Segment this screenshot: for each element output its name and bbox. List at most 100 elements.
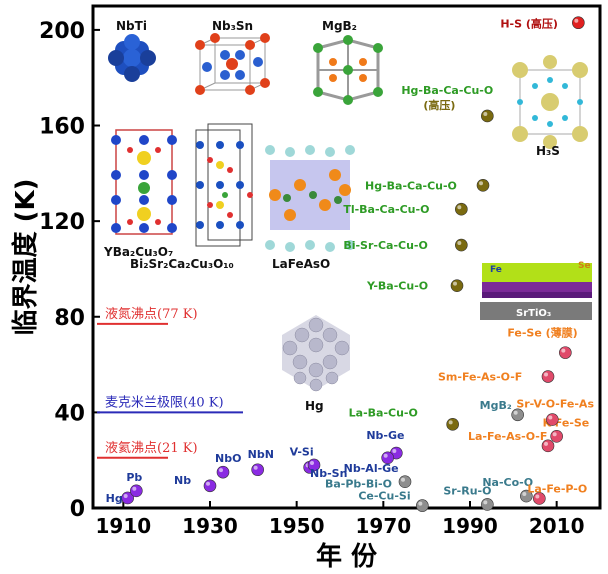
point-marker bbox=[455, 238, 468, 252]
data-point-hg: Hg bbox=[106, 491, 134, 505]
data-point-sm-fe-as-o-f: Sm-Fe-As-O-F bbox=[438, 370, 555, 384]
x-axis-title: 年 份 bbox=[316, 541, 377, 572]
point-marker bbox=[130, 484, 143, 498]
caption-fe: Fe bbox=[490, 265, 502, 275]
point-label: Pb bbox=[126, 471, 142, 484]
point-label: Y-Ba-Cu-O bbox=[366, 280, 428, 293]
point-highlight bbox=[132, 486, 137, 491]
hg-structure-image bbox=[282, 315, 350, 392]
point-marker bbox=[455, 202, 468, 216]
point-highlight bbox=[457, 241, 462, 246]
data-point-sr-v-o-fe-as: Sr-V-O-Fe-As bbox=[516, 398, 594, 426]
x-tick-label: 2010 bbox=[529, 514, 585, 538]
point-highlight bbox=[253, 465, 258, 470]
point-label: Hg-Ba-Ca-Cu-O bbox=[365, 179, 457, 192]
data-point-nb: Nb bbox=[174, 474, 217, 493]
point-highlight bbox=[561, 348, 566, 353]
data-point-nb-al-ge: Nb-Al-Ge bbox=[344, 451, 399, 475]
point-highlight bbox=[383, 453, 388, 458]
data-point-nbn: NbN bbox=[248, 448, 274, 477]
data-point-fe-se-: Fe-Se (薄膜) bbox=[507, 326, 578, 359]
point-marker bbox=[203, 479, 217, 493]
point-highlight bbox=[401, 477, 405, 482]
point-label: Bi-Sr-Ca-Cu-O bbox=[343, 239, 428, 252]
caption-nb3sn: Nb₃Sn bbox=[212, 19, 253, 33]
data-point-y-ba-cu-o: Y-Ba-Cu-O bbox=[366, 279, 464, 293]
caption-srtio3: SrTiO₃ bbox=[516, 308, 551, 319]
y-tick-label: 80 bbox=[54, 306, 85, 331]
caption-lafeaso: LaFeAsO bbox=[272, 257, 330, 271]
point-highlight bbox=[453, 281, 457, 286]
plot-frame bbox=[91, 4, 602, 510]
reference-line-label: 液氦沸点(21 K) bbox=[105, 441, 198, 456]
nb3sn-structure-image bbox=[195, 33, 270, 95]
point-marker bbox=[572, 16, 585, 30]
point-highlight bbox=[522, 492, 527, 497]
caption-mgb2: MgB₂ bbox=[322, 19, 357, 33]
point-label: Nb-Al-Ge bbox=[344, 462, 399, 475]
lafeaso-structure-image bbox=[265, 145, 355, 252]
y-tick-label: 200 bbox=[39, 19, 85, 44]
point-label: NbN bbox=[248, 448, 274, 461]
y-tick-label: 40 bbox=[54, 401, 85, 426]
point-label: Fe-Se (薄膜) bbox=[507, 326, 577, 340]
point-marker bbox=[511, 408, 524, 422]
point-marker bbox=[550, 429, 563, 443]
h3s-structure-image bbox=[512, 55, 588, 149]
point-highlight bbox=[544, 441, 548, 446]
x-tick-label: 1930 bbox=[182, 514, 238, 538]
point-label: NbO bbox=[215, 452, 241, 465]
point-highlight bbox=[552, 432, 557, 437]
point-label: MgB₂ bbox=[480, 399, 512, 412]
y-axis-title: 临界温度 (K) bbox=[10, 179, 41, 336]
data-point-h-s-: H-S (高压) bbox=[500, 16, 585, 31]
point-highlight bbox=[310, 460, 314, 465]
point-marker bbox=[481, 109, 494, 123]
y-tick-label: 120 bbox=[39, 210, 85, 235]
reference-line-label: 液氮沸点(77 K) bbox=[105, 307, 198, 322]
point-label: Tl-Ba-Ca-Cu-O bbox=[343, 203, 429, 216]
point-marker bbox=[416, 499, 429, 512]
point-marker bbox=[541, 370, 555, 383]
structure-illustrations bbox=[108, 33, 592, 392]
data-point-pb: Pb bbox=[126, 471, 143, 498]
data-point-la-fe-p-o: La-Fe-P-O bbox=[527, 482, 587, 505]
point-highlight bbox=[457, 205, 462, 210]
y-tick-label: 0 bbox=[70, 497, 85, 522]
structure-captions: NbTi Nb₃Sn MgB₂ YBa₂Cu₃O₇ Bi₂Sr₂Ca₂Cu₃O₁… bbox=[103, 19, 591, 413]
data-point-ce-cu-si: Ce-Cu-Si bbox=[358, 490, 429, 512]
point-label: H-S (高压) bbox=[500, 17, 558, 31]
point-highlight bbox=[548, 415, 553, 420]
point-label: Sr-Ru-O bbox=[443, 484, 491, 497]
data-point-sr-ru-o: Sr-Ru-O bbox=[443, 484, 494, 511]
nbti-structure-image bbox=[108, 34, 156, 82]
data-point-nbo: NbO bbox=[215, 452, 241, 479]
point-label: La-Ba-Cu-O bbox=[349, 406, 418, 419]
point-highlight bbox=[574, 18, 579, 23]
data-point-hg-ba-ca-cu-o: Hg-Ba-Ca-Cu-O bbox=[365, 178, 490, 192]
point-highlight bbox=[479, 181, 483, 186]
reference-lines: 液氮沸点(77 K) 麦克米兰极限(40 K) 液氦沸点(21 K) bbox=[97, 307, 243, 459]
point-highlight bbox=[513, 410, 518, 415]
y-tick-label: 160 bbox=[39, 115, 85, 140]
point-label: Sm-Fe-As-O-F bbox=[438, 371, 522, 384]
data-point-mgb-: MgB₂ bbox=[480, 399, 524, 422]
point-marker bbox=[546, 413, 559, 426]
data-point-hg-ba-ca-cu-o-: Hg-Ba-Ca-Cu-O (高压) bbox=[401, 84, 494, 123]
point-highlight bbox=[123, 493, 128, 498]
bscco-structure-image bbox=[195, 123, 253, 247]
x-tick-label: 1910 bbox=[95, 514, 151, 538]
fese-film-image bbox=[480, 263, 592, 320]
point-marker bbox=[476, 178, 490, 192]
point-label: Ce-Cu-Si bbox=[358, 490, 410, 503]
caption-hg: Hg bbox=[305, 399, 324, 413]
data-point-bi-sr-ca-cu-o: Bi-Sr-Ca-Cu-O bbox=[343, 238, 468, 252]
point-highlight bbox=[206, 481, 210, 486]
point-label: Hg-Ba-Ca-Cu-O (高压) bbox=[401, 84, 493, 112]
data-point-na-co-o: Na-Co-O bbox=[482, 476, 533, 503]
data-point-nb-sn: Nb-Sn bbox=[307, 458, 347, 480]
caption-bscco: Bi₂Sr₂Ca₂Cu₃O₁₀ bbox=[130, 257, 234, 271]
point-label: Nb bbox=[174, 474, 191, 487]
